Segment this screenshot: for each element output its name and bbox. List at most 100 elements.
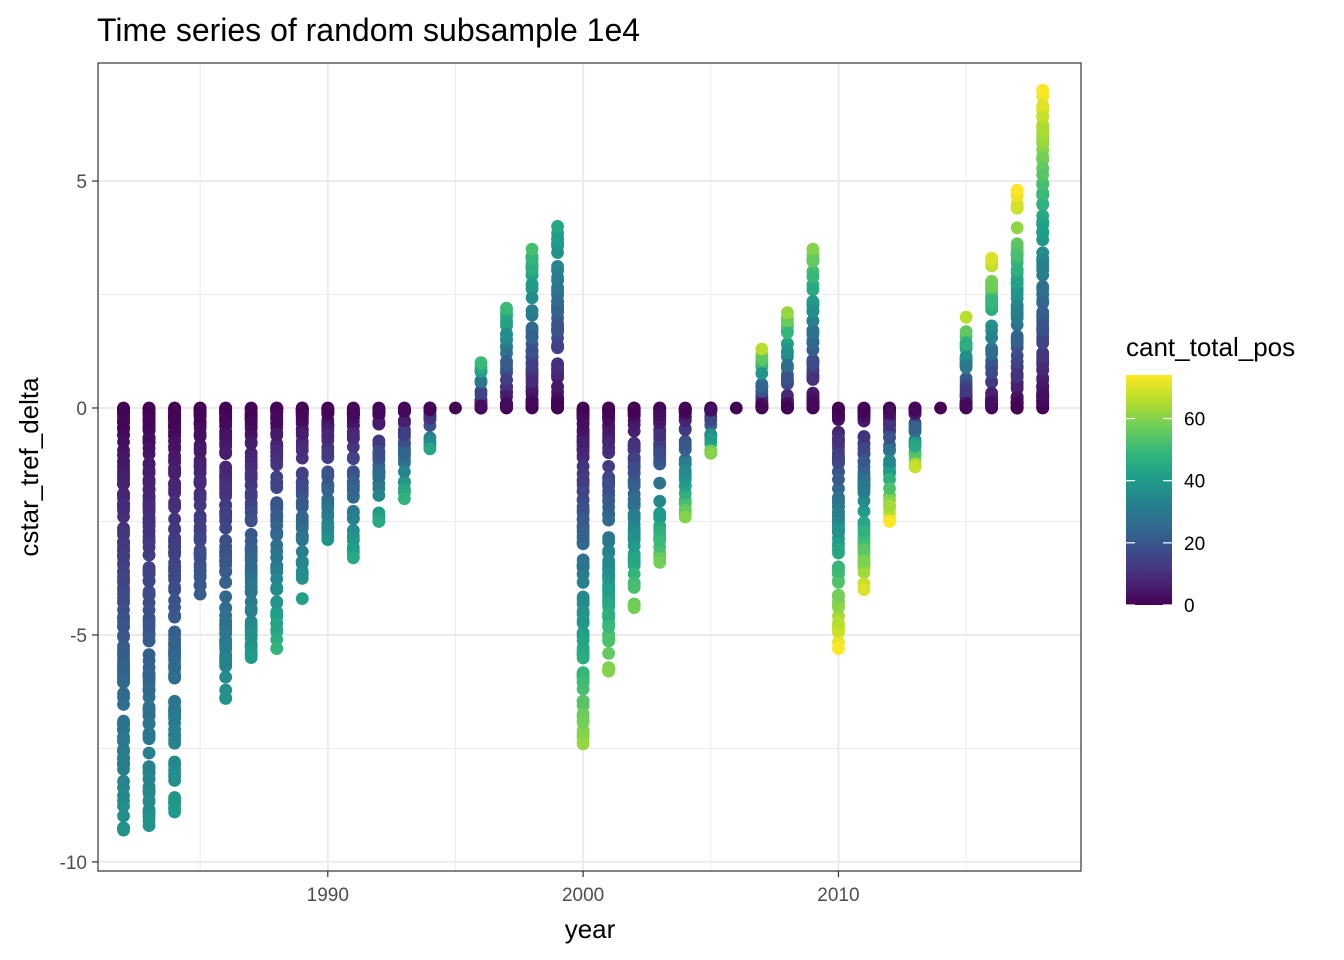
data-point — [908, 460, 922, 474]
data-point — [551, 360, 564, 373]
data-point — [397, 404, 411, 418]
data-point — [1036, 350, 1050, 364]
data-point — [423, 442, 437, 456]
data-point — [1010, 332, 1024, 346]
data-point — [168, 563, 182, 577]
data-point — [883, 444, 896, 458]
data-point — [244, 450, 258, 464]
data-point — [219, 521, 233, 535]
data-point — [627, 440, 641, 454]
data-point — [780, 326, 794, 340]
data-point — [832, 523, 845, 537]
data-point — [1010, 382, 1024, 395]
data-point — [219, 430, 233, 444]
data-point — [832, 449, 845, 462]
data-point — [1036, 124, 1050, 137]
data-point — [1010, 248, 1024, 262]
data-point — [295, 545, 309, 559]
data-point — [270, 499, 284, 513]
data-point — [142, 793, 156, 807]
legend-title: cant_total_pos — [1126, 332, 1295, 362]
data-point — [806, 326, 820, 339]
data-point — [576, 524, 590, 538]
data-point — [602, 513, 616, 527]
data-point — [1036, 197, 1050, 211]
data-point — [832, 434, 845, 448]
data-point — [832, 543, 845, 557]
data-point — [168, 774, 182, 787]
data-point — [270, 607, 284, 621]
data-point — [193, 498, 207, 512]
data-point — [576, 737, 590, 751]
data-point — [678, 403, 692, 417]
data-point — [321, 483, 335, 497]
data-point — [883, 482, 896, 495]
data-point — [883, 473, 896, 486]
data-point — [270, 477, 284, 491]
data-point — [576, 715, 590, 729]
data-point — [142, 540, 156, 554]
data-point — [295, 555, 309, 569]
data-points — [117, 83, 1050, 837]
data-point — [1010, 307, 1024, 321]
data-point — [857, 504, 871, 518]
data-point — [474, 374, 488, 387]
y-tick-label: -5 — [70, 626, 87, 647]
data-point — [168, 451, 182, 465]
data-point — [117, 789, 130, 803]
data-point — [908, 439, 922, 453]
data-point — [321, 468, 335, 481]
data-point — [883, 418, 896, 432]
data-point — [372, 515, 386, 528]
data-point — [602, 646, 616, 660]
data-point — [1036, 296, 1050, 310]
data-point — [576, 417, 590, 431]
data-point — [346, 551, 360, 565]
data-point — [1036, 168, 1050, 182]
data-point — [270, 583, 284, 596]
data-point — [627, 581, 641, 594]
data-point — [551, 259, 564, 273]
data-point — [219, 655, 233, 668]
data-point — [168, 512, 182, 526]
data-point — [142, 716, 156, 730]
data-point — [576, 675, 590, 689]
data-point — [142, 746, 156, 760]
data-point — [168, 694, 182, 708]
data-point — [142, 603, 156, 617]
data-point — [985, 278, 999, 292]
data-point — [142, 819, 156, 833]
data-point — [193, 442, 207, 456]
data-point — [193, 571, 207, 584]
data-point — [142, 621, 156, 635]
data-point — [602, 402, 616, 416]
data-point — [474, 399, 488, 413]
data-point — [193, 427, 207, 441]
data-point — [525, 291, 539, 305]
data-point — [959, 399, 973, 413]
data-point — [168, 601, 182, 614]
data-point — [117, 718, 130, 731]
data-point — [372, 415, 386, 429]
data-point — [551, 294, 564, 308]
data-point — [576, 513, 590, 527]
data-point — [934, 401, 947, 415]
data-point — [270, 642, 284, 655]
data-point — [117, 611, 130, 625]
data-point — [755, 380, 769, 394]
data-point — [780, 344, 794, 358]
data-point — [270, 453, 284, 467]
data-point — [117, 774, 130, 788]
data-point — [576, 727, 590, 740]
data-point — [832, 403, 845, 417]
data-point — [985, 331, 999, 345]
data-point — [551, 399, 564, 413]
data-point — [806, 295, 820, 308]
data-point — [117, 675, 130, 689]
data-point — [244, 534, 258, 548]
data-point — [1010, 400, 1024, 414]
data-point — [806, 357, 820, 371]
data-point — [551, 246, 564, 260]
data-point — [602, 620, 616, 634]
data-point — [117, 498, 130, 511]
